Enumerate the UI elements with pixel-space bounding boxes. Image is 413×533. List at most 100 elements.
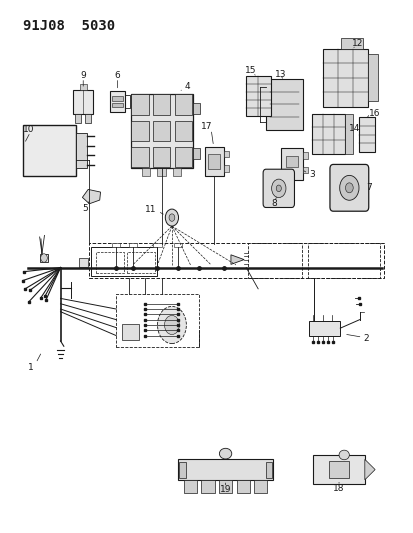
Bar <box>112 96 123 101</box>
Text: 91J08  5030: 91J08 5030 <box>23 19 115 33</box>
Bar <box>254 480 267 494</box>
Bar <box>201 480 214 494</box>
Bar <box>224 151 229 157</box>
Bar <box>116 294 198 348</box>
Bar <box>328 461 349 478</box>
Text: 19: 19 <box>219 485 231 494</box>
Circle shape <box>275 185 281 192</box>
Bar <box>322 49 367 107</box>
Bar <box>121 324 139 340</box>
Text: 5: 5 <box>82 204 88 213</box>
Circle shape <box>271 179 285 198</box>
Text: 9: 9 <box>80 70 86 79</box>
Bar <box>40 254 48 262</box>
Bar <box>218 480 232 494</box>
Bar <box>128 243 137 247</box>
Bar <box>313 455 364 484</box>
Circle shape <box>40 254 47 262</box>
Bar <box>174 120 192 141</box>
Text: 17: 17 <box>201 122 212 131</box>
Bar <box>174 147 192 167</box>
Bar <box>112 243 120 247</box>
Bar <box>367 54 377 101</box>
Bar <box>80 84 86 90</box>
Circle shape <box>157 306 186 344</box>
Bar <box>22 125 76 176</box>
Text: 16: 16 <box>368 109 380 118</box>
Circle shape <box>165 209 178 226</box>
Bar <box>75 114 81 123</box>
Bar <box>91 247 157 276</box>
Bar <box>236 480 249 494</box>
Bar <box>79 258 88 266</box>
Text: 7: 7 <box>365 183 371 192</box>
Bar <box>344 114 352 154</box>
Text: 4: 4 <box>184 82 190 91</box>
Bar <box>152 94 170 115</box>
Bar <box>157 168 165 176</box>
Text: 13: 13 <box>274 70 285 78</box>
Bar <box>89 243 384 278</box>
Text: 3: 3 <box>309 170 314 179</box>
Text: 14: 14 <box>349 124 360 133</box>
Bar <box>126 252 154 273</box>
Circle shape <box>345 183 352 193</box>
Bar <box>131 94 148 115</box>
Bar <box>286 156 297 167</box>
Bar <box>303 166 308 173</box>
Text: 18: 18 <box>332 484 344 493</box>
Circle shape <box>169 214 174 221</box>
Bar <box>340 38 363 49</box>
Bar <box>178 462 185 478</box>
Bar <box>265 462 271 478</box>
Bar <box>153 243 161 247</box>
Bar <box>173 243 182 247</box>
Polygon shape <box>82 189 100 204</box>
Bar <box>303 152 308 159</box>
Text: 12: 12 <box>351 39 363 48</box>
Bar <box>131 120 148 141</box>
Bar <box>192 148 199 159</box>
Bar <box>85 114 91 123</box>
Bar <box>248 243 301 278</box>
Text: 15: 15 <box>244 67 256 75</box>
Bar <box>224 165 229 172</box>
Text: 1: 1 <box>27 363 33 372</box>
Bar <box>245 76 270 116</box>
Text: 11: 11 <box>145 205 156 214</box>
Bar <box>192 103 199 114</box>
Bar <box>109 91 125 112</box>
Bar <box>266 79 302 130</box>
Bar <box>307 243 380 278</box>
Bar <box>142 168 150 176</box>
Circle shape <box>339 175 358 200</box>
Text: 6: 6 <box>114 70 120 79</box>
Bar <box>73 90 93 114</box>
Bar <box>358 117 374 152</box>
Ellipse shape <box>338 450 349 460</box>
Bar <box>174 94 192 115</box>
Bar <box>131 147 148 167</box>
Bar <box>131 94 192 168</box>
Bar <box>76 133 86 168</box>
Polygon shape <box>364 459 374 480</box>
FancyBboxPatch shape <box>263 169 294 207</box>
Bar <box>95 252 123 273</box>
Text: 10: 10 <box>22 125 34 134</box>
Bar <box>173 168 181 176</box>
Circle shape <box>164 316 179 335</box>
Polygon shape <box>230 255 244 264</box>
Bar <box>311 114 344 154</box>
Bar <box>204 147 224 176</box>
Bar <box>309 321 339 336</box>
Bar <box>178 459 272 480</box>
Bar <box>112 103 123 107</box>
Bar <box>208 154 220 168</box>
Text: 2: 2 <box>363 334 368 343</box>
Bar <box>152 147 170 167</box>
FancyBboxPatch shape <box>329 165 368 211</box>
Ellipse shape <box>219 448 231 459</box>
Text: 8: 8 <box>271 199 276 208</box>
Bar <box>152 120 170 141</box>
Bar <box>280 148 303 180</box>
